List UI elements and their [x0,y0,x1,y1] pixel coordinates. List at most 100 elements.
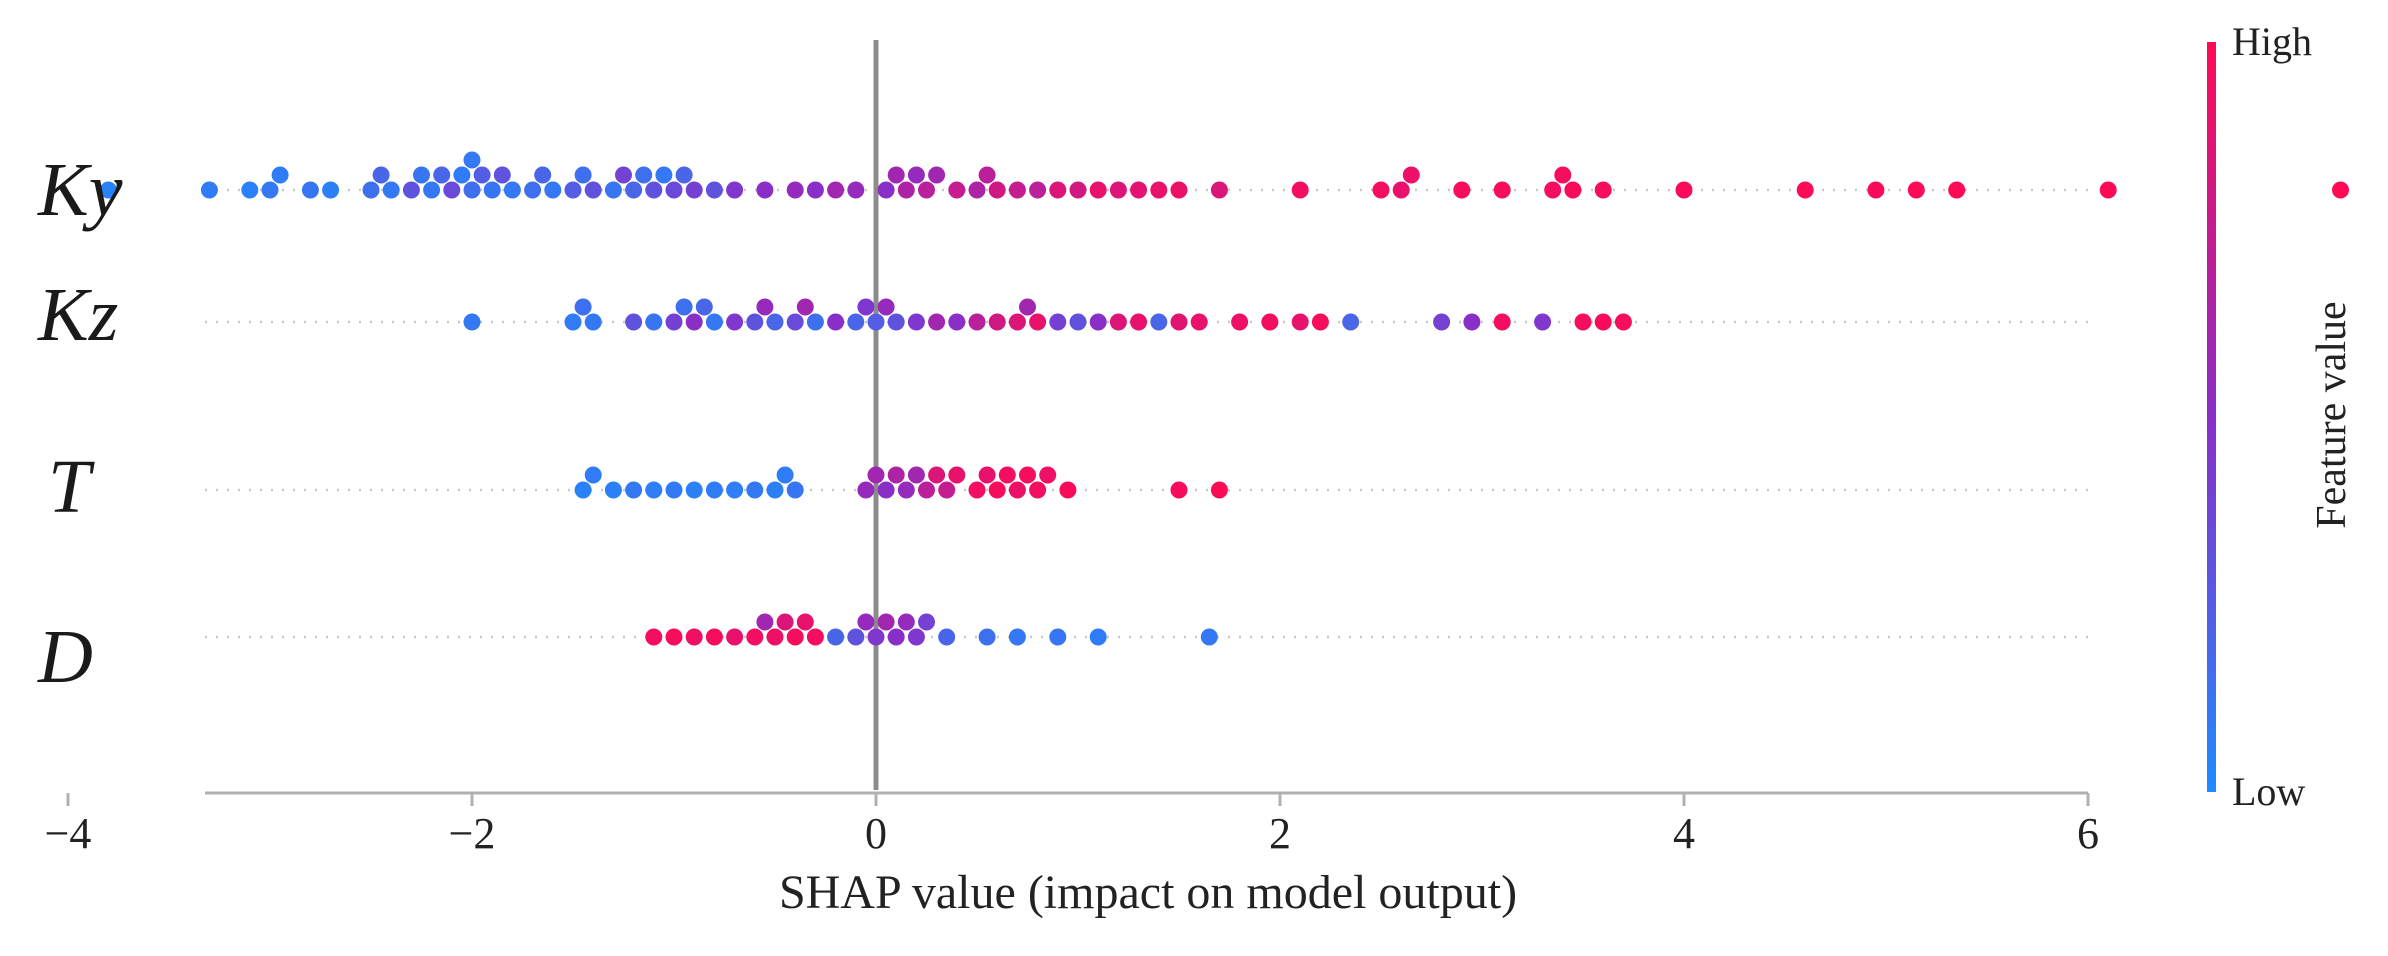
shap-point-ky [918,181,935,199]
shap-point-d [1200,628,1218,646]
shap-point-t [645,481,663,499]
shap-point-ky [2099,181,2117,199]
shap-point-t [604,481,622,499]
shap-point-ky [1372,181,1390,199]
shap-point-t [625,481,643,499]
x-axis-ticks: −4 −2 0 2 4 6 [45,793,2099,858]
shap-point-t [907,466,925,484]
shap-point-kz [695,298,713,316]
shap-point-kz [1231,313,1249,331]
shap-point-kz [1493,313,1511,331]
feature-label-ky: Ky [37,148,123,232]
shap-point-ky [463,151,481,169]
shap-point-d [776,613,794,631]
shap-point-kz [1170,313,1188,331]
shap-point-ky [241,181,259,199]
shap-point-ky [1069,181,1087,199]
shap-point-kz [685,313,703,331]
shap-point-t [766,481,784,499]
shap-point-kz [1109,313,1127,331]
shap-point-kz [786,313,804,331]
shap-point-kz [625,313,643,331]
shap-point-kz [887,313,905,331]
shap-point-t [948,466,966,484]
feature-label-d: D [37,615,93,699]
shap-point-ky [463,181,481,199]
shap-point-ky [1029,181,1047,199]
shap-point-ky [413,166,430,184]
shap-point-d [1049,628,1067,646]
shap-point-d [806,628,824,646]
shap-point-ky [423,181,441,199]
shap-point-kz [756,298,774,316]
shap-point-t [726,481,744,499]
shap-point-ky [897,181,915,199]
x-axis-label: SHAP value (impact on model output) [779,866,1517,919]
shap-point-ky [968,181,986,199]
shap-point-ky [604,181,622,199]
shap-point-ky [1594,181,1612,199]
shap-point-ky [1150,181,1168,199]
shap-point-ky [1170,181,1188,199]
shap-point-kz [1574,313,1592,331]
shap-point-t [1059,481,1077,499]
colorbar-high-label: High [2232,19,2312,64]
shap-point-t [998,466,1016,484]
shap-point-d [1008,628,1026,646]
shap-point-kz [1019,298,1036,316]
shap-point-t [1210,481,1228,499]
shap-point-ky [645,181,663,199]
shap-point-ky [1049,181,1067,199]
shap-point-kz [726,313,744,331]
shap-point-ky [1089,181,1107,199]
x-tick-label: 2 [1269,809,1291,858]
shap-point-ky [786,181,804,199]
shap-point-t [918,481,935,499]
shap-point-t [867,466,885,484]
shap-point-kz [968,313,986,331]
shap-point-d [978,628,996,646]
shap-point-kz [796,298,814,316]
shap-point-ky [200,181,218,199]
shap-point-ky [907,166,925,184]
shap-point-ky [1907,181,1925,199]
shap-point-ky [1564,181,1582,199]
shap-point-t [988,481,1006,499]
shap-point-kz [766,313,784,331]
x-tick-label: 4 [1673,809,1695,858]
shap-point-d [877,613,895,631]
shap-point-ky [493,166,511,184]
shap-point-t [705,481,723,499]
shap-dots [99,151,2349,646]
shap-point-ky [1402,166,1420,184]
row-guide-lines [205,188,2088,639]
shap-point-ky [544,181,562,199]
colorbar-gradient [2207,42,2216,792]
shap-point-t [938,481,956,499]
shap-point-kz [564,313,582,331]
shap-point-kz [928,313,946,331]
shap-point-ky [584,181,602,199]
shap-point-kz [1190,313,1208,331]
shap-point-ky [402,181,420,199]
shap-point-d [796,613,814,631]
shap-point-ky [1291,181,1309,199]
shap-point-kz [665,313,683,331]
shap-point-ky [382,181,400,199]
shap-point-kz [827,313,845,331]
feature-label-t: T [48,445,95,529]
shap-point-ky [1867,181,1885,199]
shap-point-t [776,466,794,484]
shap-point-ky [625,181,643,199]
shap-point-ky [372,166,390,184]
shap-point-ky [726,181,744,199]
shap-point-ky [1392,181,1410,199]
shap-point-d [907,628,925,646]
shap-point-kz [1594,313,1612,331]
shap-point-kz [1534,313,1552,331]
shap-point-kz [1311,313,1329,331]
shap-point-kz [1150,313,1168,331]
shap-point-t [1170,481,1188,499]
shap-point-t [574,481,592,499]
